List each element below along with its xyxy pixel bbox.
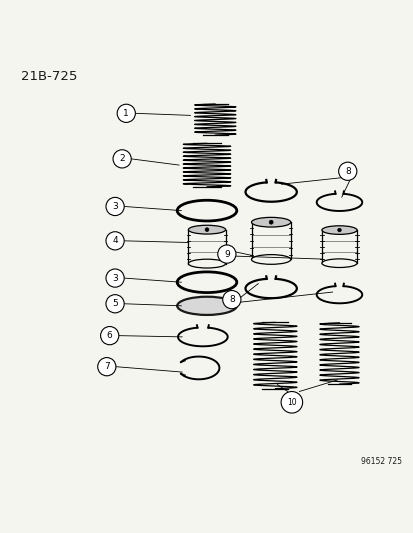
Text: 10: 10 [286,398,296,407]
Text: 3: 3 [112,273,118,282]
Text: 4: 4 [112,236,118,245]
Text: 8: 8 [228,295,234,304]
Text: 5: 5 [112,299,118,308]
Circle shape [338,162,356,180]
Circle shape [205,228,208,231]
Text: 3: 3 [112,202,118,211]
Circle shape [222,290,240,309]
Circle shape [337,228,340,232]
Circle shape [113,150,131,168]
Text: 2: 2 [119,155,125,163]
Ellipse shape [321,226,356,235]
Circle shape [217,245,235,263]
Ellipse shape [188,259,225,268]
Text: 96152 725: 96152 725 [360,457,401,466]
Circle shape [106,197,124,215]
Circle shape [117,104,135,123]
Ellipse shape [188,225,225,234]
Circle shape [106,295,124,313]
Circle shape [106,232,124,250]
Circle shape [100,327,119,345]
Ellipse shape [251,217,290,227]
Circle shape [97,358,116,376]
Ellipse shape [177,297,236,315]
Text: 9: 9 [223,249,229,259]
Text: 1: 1 [123,109,129,118]
Text: 8: 8 [344,167,350,176]
Circle shape [280,392,302,413]
Ellipse shape [321,259,356,268]
Ellipse shape [251,255,290,264]
Circle shape [106,269,124,287]
Text: 6: 6 [107,331,112,340]
Text: 21B-725: 21B-725 [21,70,77,83]
Text: 7: 7 [104,362,109,371]
Circle shape [268,220,273,224]
